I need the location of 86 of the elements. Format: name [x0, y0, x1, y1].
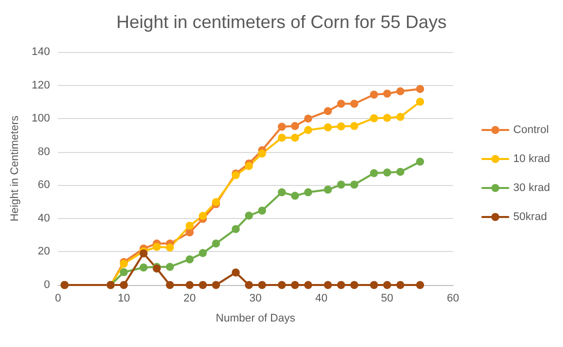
point — [396, 168, 404, 176]
legend-label: 10 krad — [513, 153, 550, 165]
point — [350, 180, 358, 189]
point — [304, 114, 312, 123]
point — [186, 228, 194, 236]
point — [244, 162, 253, 170]
point — [291, 281, 299, 289]
point — [350, 100, 358, 108]
point — [304, 281, 312, 289]
x-tick-label: 60 — [446, 292, 460, 304]
chart-title: Height in centimeters of Corn for 55 Days — [116, 12, 447, 32]
point — [278, 134, 286, 142]
point — [324, 186, 332, 194]
point — [383, 114, 392, 122]
point — [152, 242, 161, 251]
legend-label: Control — [513, 124, 549, 136]
point — [198, 281, 207, 289]
point — [350, 281, 358, 289]
x-tick-label: 10 — [118, 292, 130, 304]
point — [186, 222, 194, 230]
x-tick-label: 20 — [184, 292, 196, 304]
point — [370, 90, 378, 99]
point — [212, 240, 220, 248]
legend-label: 50krad — [513, 211, 547, 223]
y-tick-label: 120 — [32, 79, 50, 92]
legend-label: 30 krad — [513, 182, 550, 194]
point — [396, 112, 404, 121]
x-tick-label: 30 — [249, 292, 262, 304]
point — [396, 87, 404, 96]
point — [370, 114, 378, 122]
point — [370, 281, 378, 289]
point — [304, 188, 312, 196]
point — [258, 281, 266, 289]
point — [278, 122, 286, 131]
point — [258, 150, 266, 158]
point — [140, 264, 148, 272]
y-tick-label: 80 — [38, 146, 50, 158]
point — [198, 212, 207, 220]
point — [291, 192, 299, 200]
x-tick-label: 50 — [381, 292, 394, 304]
point — [324, 123, 332, 132]
point — [291, 122, 299, 130]
point — [166, 281, 174, 289]
point — [278, 188, 286, 196]
point — [166, 244, 174, 252]
point — [416, 281, 424, 289]
y-axis-title: Height in Centimeters — [9, 115, 22, 222]
point — [324, 281, 332, 289]
y-tick-label: 0 — [44, 279, 50, 291]
point — [416, 98, 424, 106]
x-axis-title: Number of Days — [216, 312, 296, 324]
point — [212, 281, 220, 289]
x-tick-label: 40 — [315, 292, 328, 304]
y-tick-label: 100 — [32, 112, 50, 125]
y-tick-label: 20 — [38, 246, 50, 258]
y-tick-label: 140 — [32, 46, 50, 58]
point — [337, 281, 346, 289]
point — [383, 90, 392, 98]
point — [396, 281, 404, 289]
point — [244, 281, 253, 289]
point — [291, 134, 299, 142]
point — [337, 100, 346, 108]
point — [383, 281, 392, 289]
point — [324, 107, 332, 116]
point — [232, 225, 240, 234]
point — [244, 212, 253, 220]
point — [416, 84, 424, 93]
point — [198, 249, 207, 258]
point — [278, 281, 286, 289]
y-tick-label: 40 — [38, 212, 50, 224]
point — [120, 268, 128, 276]
point — [304, 126, 312, 134]
point — [370, 169, 378, 178]
point — [258, 206, 266, 215]
point — [232, 268, 240, 277]
point — [383, 168, 392, 176]
point — [120, 281, 128, 289]
point — [416, 158, 424, 166]
point — [186, 255, 194, 264]
point — [166, 262, 174, 271]
point — [186, 281, 194, 289]
x-tick-label: 0 — [54, 292, 62, 304]
point — [350, 122, 358, 130]
point — [337, 122, 346, 130]
y-tick-label: 60 — [38, 179, 50, 192]
point — [337, 180, 346, 189]
